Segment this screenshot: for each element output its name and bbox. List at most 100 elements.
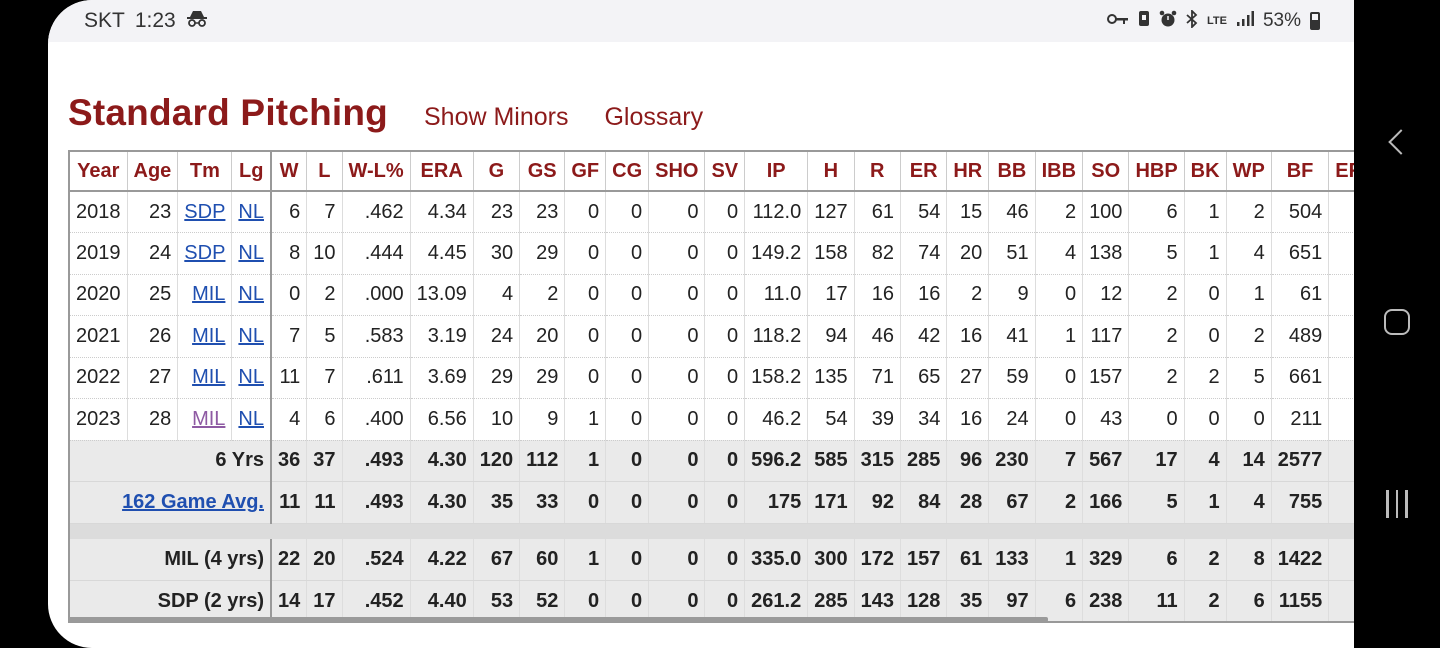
column-header-w[interactable]: W [271, 151, 308, 192]
column-header-year[interactable]: Year [69, 151, 128, 192]
summary-label-cell: 6 Yrs [69, 440, 272, 482]
stat-cell: .611 [342, 357, 411, 399]
incognito-icon [186, 10, 208, 33]
stat-cell: 61 [946, 539, 990, 581]
year-cell: 2019 [69, 232, 128, 275]
column-header-h[interactable]: H [807, 151, 855, 192]
stat-cell: 17 [306, 580, 343, 623]
league-link[interactable]: NL [238, 283, 264, 306]
column-header-lg[interactable]: Lg [231, 151, 273, 192]
status-left: SKT 1:23 [84, 9, 208, 33]
stat-cell: 34 [900, 398, 948, 441]
league-link[interactable]: NL [238, 200, 264, 223]
stat-cell: 4.22 [410, 539, 474, 581]
column-header-r[interactable]: R [854, 151, 901, 192]
summary-label-cell: MIL (4 yrs) [69, 539, 272, 581]
stat-cell: 127 [807, 191, 855, 233]
summary-label-cell: SDP (2 yrs) [69, 580, 272, 623]
league-link[interactable]: NL [238, 241, 264, 264]
stat-cell: 0 [605, 580, 650, 623]
summary-row: 162 Game Avg. 11 11.493 4.30 35 33 0 0 0 0 175 171 9… [69, 481, 1354, 524]
column-header-gs[interactable]: GS [519, 151, 566, 192]
column-header-tm[interactable]: Tm [177, 151, 233, 192]
stat-cell: .000 [342, 274, 411, 316]
stat-cell: 211 [1271, 398, 1330, 441]
stat-cell: 2 [1128, 274, 1185, 316]
column-header-era[interactable]: ERA [410, 151, 474, 192]
column-header-gf[interactable]: GF [564, 151, 607, 192]
horizontal-scrollbar[interactable] [68, 617, 1048, 622]
year-cell: 2023 [69, 398, 128, 441]
year-cell: 2022 [69, 357, 128, 399]
column-header-bf[interactable]: BF [1271, 151, 1330, 192]
column-header-er[interactable]: ER [900, 151, 948, 192]
stat-cell: 172 [854, 539, 901, 581]
stat-cell: 11.0 [744, 274, 809, 316]
stat-cell: 0 [605, 274, 650, 316]
column-header-so[interactable]: SO [1082, 151, 1130, 192]
stat-cell: .583 [342, 315, 411, 358]
spacer-cell [69, 523, 1354, 539]
stat-cell: 2 [1128, 357, 1185, 399]
stat-cell: 8 [271, 232, 308, 275]
show-minors-link[interactable]: Show Minors [423, 103, 569, 131]
stat-cell: 2 [1226, 315, 1272, 358]
column-header-bb[interactable]: BB [988, 151, 1036, 192]
stat-cell: 13.09 [410, 274, 474, 316]
team-cell: SDP [177, 232, 233, 275]
stat-cell: 11 [1128, 580, 1185, 623]
league-link[interactable]: NL [238, 324, 264, 347]
stat-cell: 100 [1082, 191, 1130, 233]
stat-cell: 143 [854, 580, 901, 623]
column-header-cg[interactable]: CG [605, 151, 650, 192]
team-link[interactable]: MIL [192, 324, 226, 347]
column-header-ibb[interactable]: IBB [1035, 151, 1084, 192]
column-header-w-l-[interactable]: W-L% [342, 151, 411, 192]
column-header-bk[interactable]: BK [1184, 151, 1227, 192]
stat-cell: 0 [1184, 398, 1227, 441]
stat-cell: 24 [988, 398, 1036, 441]
league-link[interactable]: NL [238, 407, 264, 430]
column-header-l[interactable]: L [306, 151, 343, 192]
column-header-hr[interactable]: HR [946, 151, 990, 192]
glossary-link[interactable]: Glossary [604, 103, 704, 131]
column-header-sho[interactable]: SHO [648, 151, 706, 192]
column-header-hbp[interactable]: HBP [1128, 151, 1185, 192]
back-button[interactable] [1354, 118, 1440, 166]
stat-cell: 489 [1271, 315, 1330, 358]
stat-cell: 4.34 [410, 191, 474, 233]
team-link[interactable]: MIL [192, 283, 226, 306]
stat-cell: 4.30 [410, 440, 474, 482]
team-link[interactable]: SDP [184, 241, 226, 264]
stat-cell: 10 [306, 232, 343, 275]
stat-cell: 0 [648, 274, 706, 316]
team-link[interactable]: MIL [192, 366, 226, 389]
column-header-era-[interactable]: ERA+ [1328, 151, 1354, 192]
column-header-ip[interactable]: IP [744, 151, 809, 192]
stat-cell: 2577 [1271, 440, 1330, 482]
stat-cell: 23 [519, 191, 566, 233]
stat-cell: 4 [1184, 440, 1227, 482]
game-avg-link[interactable]: 162 Game Avg. [122, 490, 264, 513]
league-link[interactable]: NL [238, 366, 264, 389]
stat-cell: 112 [519, 440, 566, 482]
standard-pitching-table: Year Age Tm Lg W L W-L% ERA G GS GF CG SHO SV IP H R ER HR… [68, 150, 1354, 623]
recent-apps-button[interactable] [1354, 480, 1440, 528]
stat-cell: 0 [1184, 274, 1227, 316]
home-button[interactable] [1354, 298, 1440, 346]
stat-cell: 171 [807, 481, 855, 524]
column-header-age[interactable]: Age [127, 151, 179, 192]
column-header-sv[interactable]: SV [704, 151, 746, 192]
team-link[interactable]: MIL [192, 407, 226, 430]
team-link[interactable]: SDP [184, 200, 226, 223]
stat-cell: 2 [519, 274, 566, 316]
table-row: 2020 25 MIL NL 0 2.000 13.09 4 2 0 0 0 0 11.0 17 16 16 2 9… [69, 274, 1354, 316]
pitching-table-container[interactable]: Year Age Tm Lg W L W-L% ERA G GS GF CG SHO SV IP H R ER HR… [68, 150, 1354, 624]
stat-cell: 1 [564, 539, 607, 581]
column-header-wp[interactable]: WP [1226, 151, 1272, 192]
stat-cell: 9 [519, 398, 566, 441]
stat-cell: 0 [564, 357, 607, 399]
column-header-g[interactable]: G [473, 151, 521, 192]
stat-cell: 0 [704, 440, 746, 482]
team-cell: MIL [177, 315, 233, 358]
